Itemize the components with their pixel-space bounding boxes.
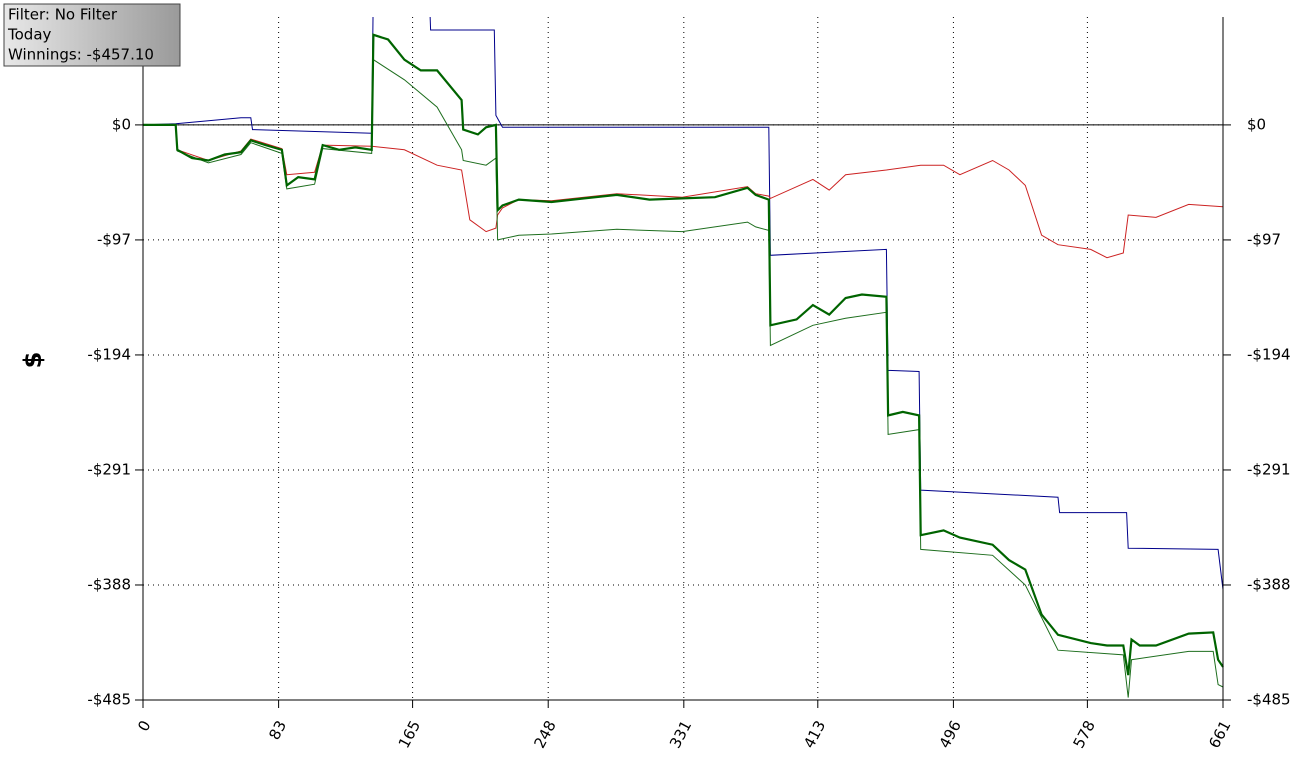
- y-tick-label-right: -$97: [1247, 230, 1281, 248]
- x-tick-label: 248: [530, 718, 559, 752]
- y-tick-label-right: -$291: [1247, 460, 1291, 478]
- x-tick-label: 496: [936, 718, 965, 752]
- x-tick-label: 413: [800, 718, 829, 752]
- y-tick-label: $0: [112, 115, 131, 133]
- x-tick-label: 0: [134, 718, 154, 735]
- series-line: [143, 58, 1224, 698]
- series-line: [143, 33, 1224, 676]
- y-tick-label: -$291: [87, 460, 131, 478]
- y-tick-label: -$388: [87, 575, 131, 593]
- info-line: Filter: No Filter: [8, 6, 118, 24]
- x-tick-label: 331: [666, 718, 695, 752]
- series-line: [143, 124, 1224, 259]
- info-box-frame: [3, 3, 181, 67]
- info-box: Filter: No Filter Today Winnings: -$457.10: [3, 3, 181, 67]
- y-tick-label-right: -$388: [1247, 575, 1291, 593]
- y-tick-label: -$194: [87, 345, 131, 363]
- x-tick-label: 661: [1205, 718, 1234, 752]
- x-tick-label: 578: [1070, 718, 1099, 752]
- series-line: [143, 17, 1224, 590]
- y-axis-label: $: [19, 352, 47, 369]
- y-tick-label: -$485: [87, 691, 131, 709]
- info-line: Winnings: -$457.10: [8, 46, 154, 64]
- x-tick-label: 83: [265, 718, 290, 743]
- info-line: Today: [7, 26, 52, 44]
- y-tick-label-right: -$194: [1247, 345, 1291, 363]
- x-tick-label: 165: [395, 718, 424, 752]
- y-tick-label: -$97: [97, 230, 131, 248]
- y-tick-label-right: -$485: [1247, 691, 1291, 709]
- y-tick-label-right: $0: [1247, 115, 1266, 133]
